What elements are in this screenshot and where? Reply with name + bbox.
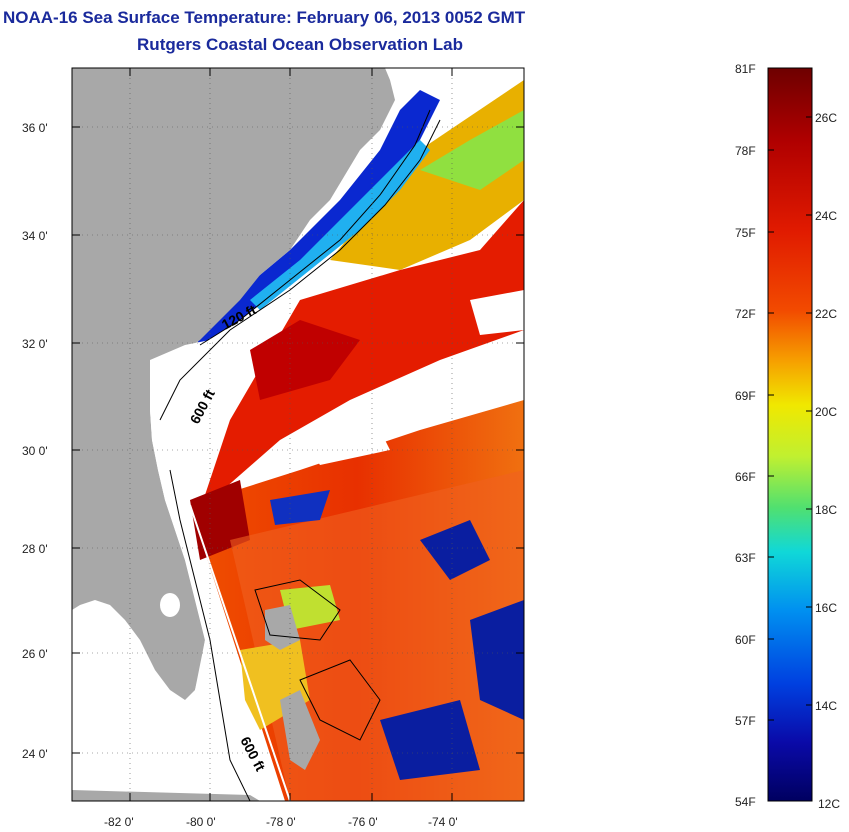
map-frame bbox=[71, 67, 525, 802]
land-andros bbox=[265, 605, 300, 650]
northern-green bbox=[420, 110, 524, 190]
cbar-f-63: 63F bbox=[735, 551, 756, 565]
cbar-f-57: 57F bbox=[735, 714, 756, 728]
cbar-c-24: 24C bbox=[815, 209, 837, 223]
lat-label-32: 32 0' bbox=[22, 337, 48, 351]
cbar-f-54: 54F bbox=[735, 795, 756, 809]
lat-label-28: 28 0' bbox=[22, 542, 48, 556]
axis-ticks bbox=[72, 68, 524, 801]
coastal-cyan-band bbox=[250, 140, 430, 310]
lat-label-30: 30 0' bbox=[22, 444, 48, 458]
lat-labels: 36 0' 34 0' 32 0' 30 0' 28 0' 26 0' 24 0… bbox=[22, 121, 48, 761]
cbar-f-69: 69F bbox=[735, 389, 756, 403]
colorbar-c-ticks bbox=[806, 116, 812, 706]
cbar-c-12: 12C bbox=[818, 797, 840, 811]
colorbar-f-labels: 81F 78F 75F 72F 69F 66F 63F 60F 57F 54F bbox=[735, 62, 756, 809]
lat-label-24: 24 0' bbox=[22, 747, 48, 761]
cbar-f-66: 66F bbox=[735, 470, 756, 484]
cbar-f-72: 72F bbox=[735, 307, 756, 321]
colorbar-c-labels: 26C 24C 22C 20C 18C 16C 14C 12C bbox=[815, 111, 840, 811]
lon-labels: -82 0' -80 0' -78 0' -76 0' -74 0' bbox=[104, 815, 458, 829]
cold-patch-2 bbox=[470, 600, 524, 720]
sst-map: 120 ft 600 ft 600 ft bbox=[72, 68, 524, 801]
cbar-f-75: 75F bbox=[735, 226, 756, 240]
cbar-c-26: 26C bbox=[815, 111, 837, 125]
land-cuba bbox=[280, 690, 320, 770]
cloud-patch-3 bbox=[470, 290, 524, 335]
map-subtitle: Rutgers Coastal Ocean Observation Lab bbox=[137, 35, 463, 54]
land-mass-us bbox=[72, 68, 395, 700]
contour-120ft bbox=[199, 109, 431, 346]
cold-patch-4 bbox=[270, 490, 330, 525]
cbar-c-14: 14C bbox=[815, 699, 837, 713]
ocean-coast-strip bbox=[150, 340, 230, 700]
bahamas-green bbox=[280, 585, 340, 630]
lat-label-36: 36 0' bbox=[22, 121, 48, 135]
colorbar bbox=[767, 67, 813, 802]
lat-label-26: 26 0' bbox=[22, 647, 48, 661]
swath-edge bbox=[189, 504, 291, 801]
gulf-stream-dark bbox=[250, 320, 360, 400]
cbar-f-60: 60F bbox=[735, 633, 756, 647]
lon-label-82: -82 0' bbox=[104, 815, 134, 829]
lon-label-78: -78 0' bbox=[266, 815, 296, 829]
northern-swath bbox=[330, 80, 524, 270]
land-south-cuba bbox=[72, 790, 260, 801]
cloud-patch-1 bbox=[310, 430, 390, 465]
gulf-stream-core bbox=[200, 200, 524, 510]
cbar-f-78: 78F bbox=[735, 144, 756, 158]
colorbar-f-ticks bbox=[768, 149, 774, 721]
map-title: NOAA-16 Sea Surface Temperature: Februar… bbox=[3, 8, 526, 27]
contour-600ft bbox=[159, 119, 441, 801]
lon-label-80: -80 0' bbox=[186, 815, 216, 829]
contour-bahamas bbox=[254, 579, 381, 741]
cbar-c-22: 22C bbox=[815, 307, 837, 321]
lake-okeechobee bbox=[160, 593, 180, 617]
lon-label-74: -74 0' bbox=[428, 815, 458, 829]
cold-patch-3 bbox=[380, 700, 480, 780]
lon-label-76: -76 0' bbox=[348, 815, 378, 829]
cbar-c-16: 16C bbox=[815, 601, 837, 615]
cbar-c-18: 18C bbox=[815, 503, 837, 517]
cloud-patch-2 bbox=[420, 360, 510, 400]
cbar-f-81: 81F bbox=[735, 62, 756, 76]
lon-gridlines bbox=[129, 68, 453, 801]
lat-gridlines bbox=[72, 126, 524, 754]
cold-patch-1 bbox=[420, 520, 490, 580]
lat-label-34: 34 0' bbox=[22, 229, 48, 243]
cbar-c-20: 20C bbox=[815, 405, 837, 419]
